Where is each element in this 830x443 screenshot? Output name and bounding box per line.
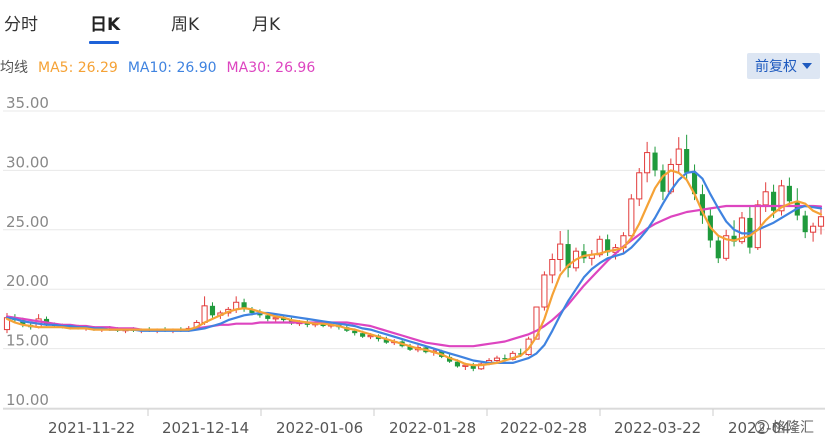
candle-body-down (715, 240, 721, 259)
x-tick-label: 2021-11-22 (48, 419, 135, 437)
ma30-legend: MA30: 26.96 (226, 60, 316, 76)
candle-body-down (786, 185, 792, 202)
ma10-legend: MA10: 26.90 (127, 60, 217, 76)
watermark-logo-icon: g (755, 420, 769, 434)
ma30-line (5, 204, 823, 348)
candle-body-down (652, 152, 658, 171)
x-tick-label: 2021-12-14 (162, 419, 249, 437)
active-tab-indicator (89, 41, 119, 44)
candle-body-down (352, 330, 358, 334)
tab-monthly-k[interactable]: 月K (252, 15, 281, 35)
candle-body-down (802, 215, 808, 233)
y-tick-label: 10.00 (6, 391, 49, 409)
candle-body-down (360, 333, 366, 337)
watermark-text: 格隆汇 (772, 420, 814, 436)
candle-body-down (20, 320, 26, 325)
candle-body-up (636, 172, 643, 200)
candle-body-down (241, 302, 247, 310)
candle-body-up (493, 357, 501, 361)
candle-body-down (518, 353, 524, 355)
ma5-legend: MA5: 26.29 (38, 60, 118, 76)
candle-body-down (605, 239, 611, 253)
candle-body-up (478, 363, 485, 370)
candle-body-down (446, 356, 453, 362)
candle-body-up (628, 198, 635, 237)
candle-body-down (257, 312, 263, 316)
y-tick-label: 30.00 (6, 153, 49, 171)
candle-body-down (581, 251, 587, 259)
candle-body-up (462, 364, 469, 367)
x-tick-label: 2022-02-28 (500, 419, 587, 437)
candle-body-up (810, 225, 817, 233)
candle-body-up (541, 274, 548, 308)
y-tick-label: 20.00 (6, 272, 49, 290)
y-tick-label: 35.00 (6, 94, 49, 112)
candle-body-down (502, 358, 508, 360)
price-adjust-dropdown[interactable]: 前复权 (747, 53, 820, 79)
candle-body-down (304, 322, 310, 325)
candle-body-up (762, 191, 769, 206)
ma5-line (5, 169, 823, 367)
tab-fenshi[interactable]: 分时 (4, 15, 38, 35)
ma-legend: 均线 MA5: 26.29 MA10: 26.90 MA30: 26.96 (0, 57, 325, 77)
candle-body-down (281, 317, 287, 321)
candle-body-up (557, 243, 564, 260)
candle-body-down (699, 194, 706, 216)
candle-body-down (684, 149, 690, 173)
candle-body-down (470, 365, 476, 369)
tab-daily-k[interactable]: 日K (90, 15, 121, 35)
candle-body-up (272, 317, 279, 320)
candle-body-down (209, 305, 216, 316)
x-tick-label: 2022-01-06 (276, 419, 363, 437)
candle-body-down (731, 235, 737, 242)
candle-body-up (723, 235, 730, 259)
candle-body-up (817, 216, 825, 227)
y-tick-label: 15.00 (6, 332, 49, 350)
candle-body-up (778, 185, 785, 212)
tab-weekly-k[interactable]: 周K (171, 15, 200, 35)
watermark: g 格隆汇 (755, 417, 814, 437)
candle-body-down (265, 315, 271, 319)
caret-down-icon (802, 63, 812, 69)
candle-body-down (691, 172, 698, 195)
candle-body-up (201, 305, 208, 323)
candle-body-up (644, 152, 651, 174)
candle-body-down (383, 339, 389, 343)
candle-body-up (549, 259, 556, 276)
candle-body-down (454, 361, 461, 367)
candle-body-up (675, 148, 682, 165)
candle-body-up (533, 306, 540, 340)
candle-body-up (596, 238, 603, 256)
candle-body-down (565, 244, 571, 268)
period-tabs: 分时 日K 周K 月K (0, 0, 830, 46)
ma-legend-prefix: 均线 (0, 60, 28, 76)
price-adjust-label: 前复权 (755, 59, 797, 75)
candle-body-down (407, 346, 413, 350)
ma10-line (5, 170, 823, 364)
x-tick-label: 2022-03-22 (614, 419, 701, 437)
candle-body-down (660, 170, 666, 192)
candle-body-down (771, 191, 777, 211)
y-tick-label: 25.00 (6, 213, 49, 231)
candle-body-down (320, 323, 326, 327)
candle-body-up (738, 217, 746, 243)
x-tick-label: 2022-01-28 (389, 419, 476, 437)
candle-body-down (249, 309, 255, 313)
